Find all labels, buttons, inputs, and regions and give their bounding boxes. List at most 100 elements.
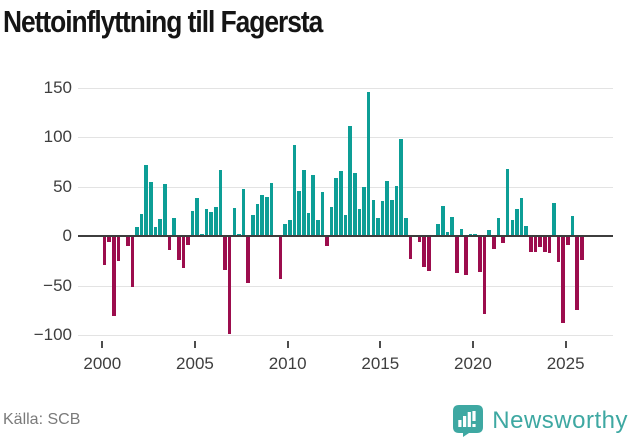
bar	[343, 215, 348, 236]
bar	[204, 209, 209, 236]
x-axis-tick	[564, 341, 567, 348]
x-axis-label: 2015	[361, 354, 400, 373]
x-axis-tick	[471, 341, 474, 348]
zero-axis-line	[78, 235, 613, 237]
bar	[269, 182, 274, 236]
bar	[403, 218, 408, 236]
bar	[186, 237, 190, 245]
bar	[223, 237, 227, 270]
bar	[552, 203, 556, 236]
bar	[510, 220, 515, 236]
bar	[311, 174, 315, 236]
bar	[139, 214, 144, 236]
bar	[478, 237, 482, 272]
bar	[264, 197, 269, 236]
bar	[491, 237, 496, 249]
y-axis-label: 100	[43, 127, 72, 146]
bar	[278, 237, 283, 279]
bar	[158, 219, 162, 236]
bar	[339, 170, 343, 236]
y-axis-label: 150	[43, 77, 72, 97]
gridline	[78, 186, 613, 188]
bar	[297, 191, 301, 236]
bar	[130, 237, 135, 287]
bar	[436, 224, 440, 236]
x-axis-tick	[379, 341, 382, 348]
bar	[167, 237, 172, 250]
bar	[464, 237, 468, 275]
bar	[329, 207, 334, 236]
newsworthy-wordmark: Newsworthy	[492, 407, 628, 434]
bar	[181, 237, 186, 268]
bar	[417, 237, 422, 242]
bar	[376, 218, 380, 236]
bar	[227, 237, 232, 335]
bar	[394, 185, 399, 236]
bar	[408, 237, 413, 259]
bar	[292, 144, 297, 236]
bar	[579, 237, 584, 260]
bar	[482, 237, 487, 315]
bar	[283, 224, 288, 236]
bar	[570, 216, 575, 236]
bar	[190, 211, 195, 236]
newsworthy-badge-icon	[453, 405, 484, 437]
bar	[260, 195, 264, 236]
bar	[218, 169, 223, 236]
x-axis-tick	[286, 341, 289, 348]
bar	[459, 229, 464, 236]
bar	[538, 237, 542, 247]
bar	[246, 237, 251, 283]
bar	[515, 209, 519, 236]
bar-chart-plot-area: 150 100 50 0 −50 −100 2000 2005 2010 2015 2020 2025	[33, 77, 613, 373]
bar	[320, 192, 325, 236]
bar	[501, 237, 505, 243]
bar	[302, 169, 306, 236]
bar	[454, 237, 459, 273]
bar	[390, 200, 394, 236]
x-axis-label: 2025	[546, 354, 585, 373]
bar	[441, 206, 445, 236]
bar	[399, 138, 403, 236]
bar	[348, 126, 352, 236]
bar	[176, 237, 181, 260]
bar	[325, 237, 329, 246]
y-axis-label: 0	[62, 226, 72, 245]
x-axis-label: 2005	[176, 354, 214, 373]
bar	[153, 227, 158, 236]
bar	[116, 237, 121, 261]
bar	[195, 198, 200, 236]
bar	[542, 237, 547, 252]
gridline	[78, 137, 613, 138]
bar	[209, 212, 213, 236]
bar	[334, 177, 339, 236]
bar	[533, 237, 538, 252]
bar	[529, 237, 533, 252]
bar	[251, 215, 255, 236]
bar	[135, 227, 139, 236]
bar	[505, 168, 510, 236]
x-axis-tick	[101, 341, 104, 348]
y-axis-label: −100	[33, 325, 72, 344]
bar	[163, 183, 167, 236]
bar	[352, 172, 357, 236]
bar	[422, 237, 427, 267]
bar	[172, 218, 176, 236]
source-label: Källa: SCB	[3, 411, 81, 428]
bar	[357, 209, 362, 236]
bar	[385, 180, 389, 236]
bar	[125, 237, 130, 246]
bar	[232, 208, 237, 236]
newsworthy-logo[interactable]: Newsworthy	[453, 404, 628, 438]
x-axis-label: 2010	[268, 354, 307, 373]
x-axis-label: 2020	[454, 354, 492, 373]
chart-title: Nettoinflyttning till Fagersta	[3, 4, 323, 39]
bar	[427, 237, 431, 271]
bar	[371, 200, 376, 236]
y-axis-label: −50	[43, 275, 72, 295]
bar	[102, 237, 107, 265]
bar	[445, 232, 450, 236]
bar	[524, 226, 528, 236]
y-axis-label: 50	[53, 176, 72, 196]
